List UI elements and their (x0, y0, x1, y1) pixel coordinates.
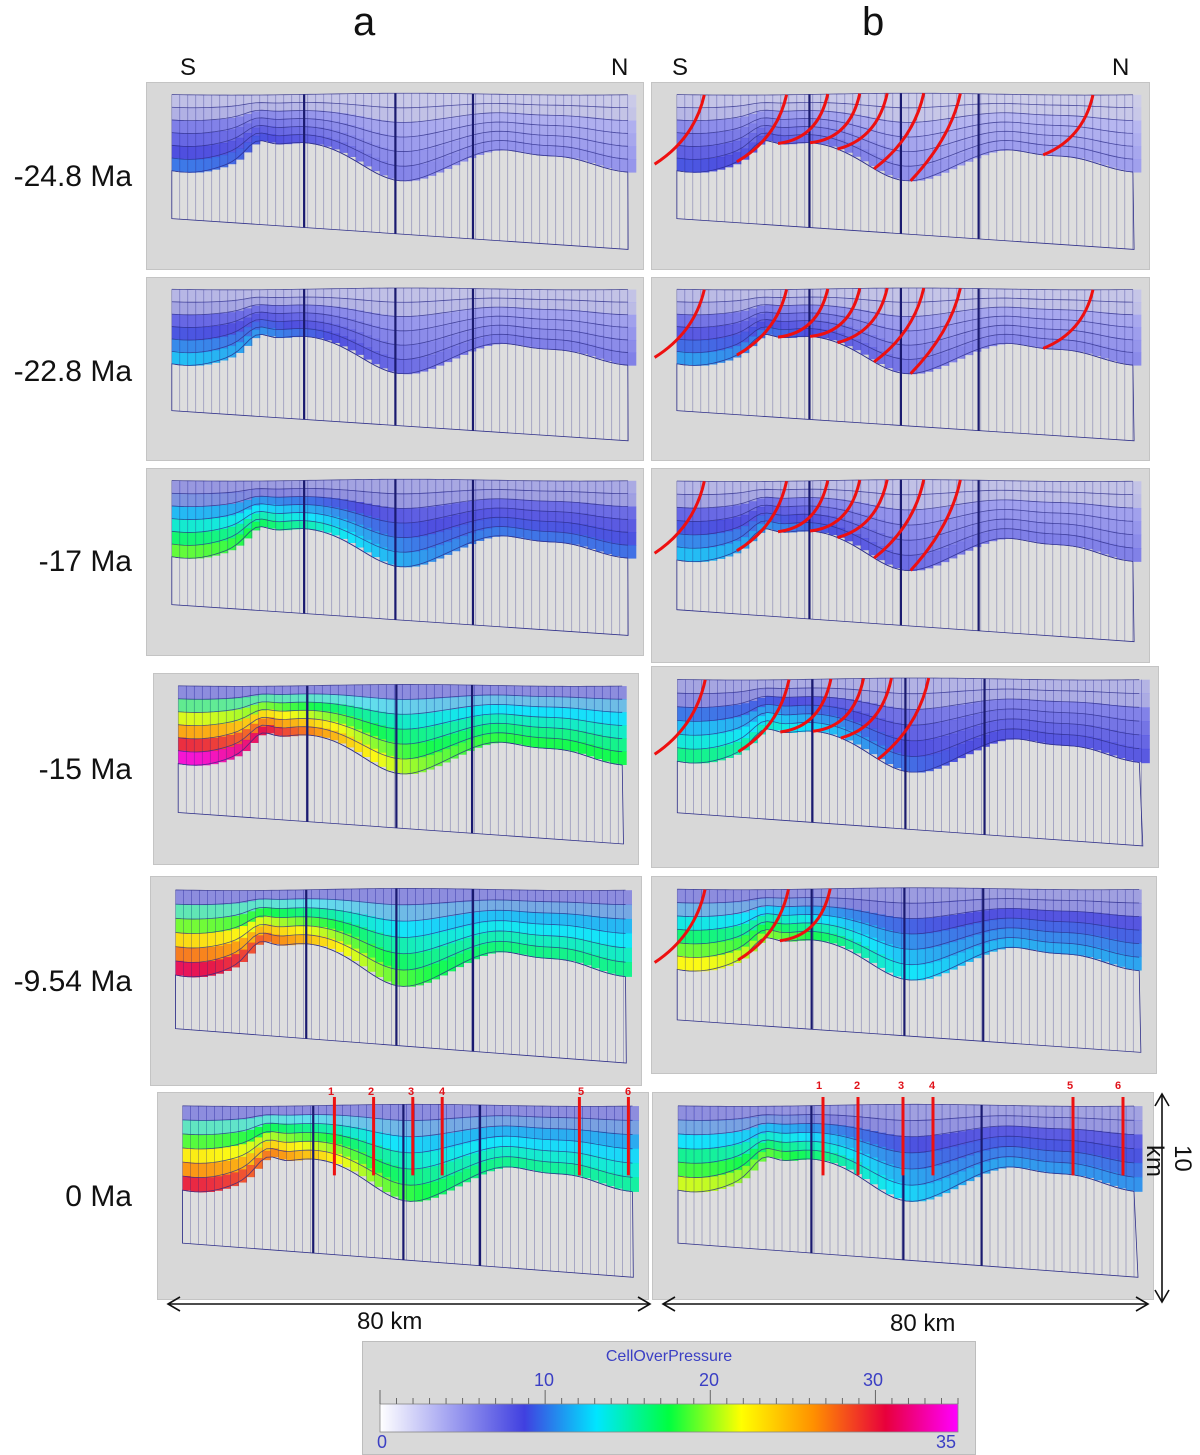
colorbar-tick-10: 10 (534, 1370, 554, 1391)
length-scale-b: 80 km (890, 1310, 955, 1338)
length-scale-a: 80 km (357, 1308, 422, 1336)
colorbar-gradient (363, 1342, 975, 1454)
colorbar-tick-20: 20 (699, 1370, 719, 1391)
colorbar-legend: CellOverPressure 0 10 20 30 35 (362, 1341, 976, 1455)
colorbar-min: 0 (377, 1432, 387, 1453)
depth-scale: 10 km (1140, 1145, 1196, 1177)
colorbar-max: 35 (936, 1432, 956, 1453)
colorbar-tick-30: 30 (863, 1370, 883, 1391)
